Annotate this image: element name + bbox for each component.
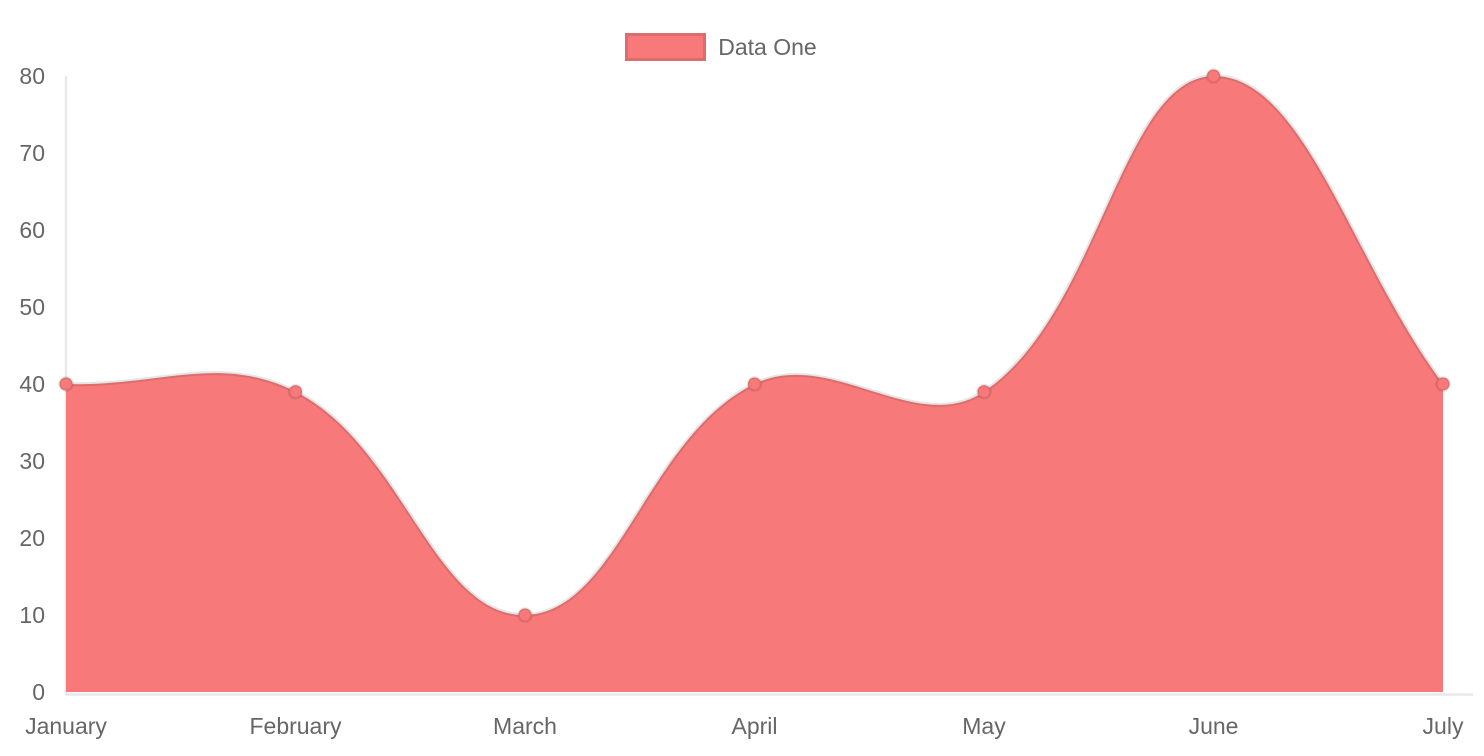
data-point-april[interactable] (746, 376, 763, 392)
legend-swatch (625, 33, 707, 61)
x-tick-label-march: March (493, 713, 557, 739)
y-tick-label-40: 40 (19, 371, 45, 397)
x-tick-label-february: February (249, 713, 342, 739)
data-point-february[interactable] (287, 383, 304, 400)
data-point-june[interactable] (1205, 68, 1222, 84)
y-tick-label-0: 0 (32, 679, 45, 705)
y-tick-label-70: 70 (19, 140, 45, 166)
data-point-march[interactable] (517, 607, 533, 623)
y-tick-label-50: 50 (19, 294, 45, 320)
x-tick-label-july: July (1422, 713, 1464, 739)
legend-label: Data One (718, 33, 817, 60)
data-point-january[interactable] (58, 376, 74, 392)
y-tick-label-20: 20 (19, 525, 45, 551)
x-tick-label-january: January (25, 713, 107, 739)
y-tick-label-10: 10 (19, 602, 45, 628)
y-tick-label-60: 60 (19, 217, 45, 243)
y-tick-label-80: 80 (19, 63, 45, 89)
x-tick-label-june: June (1188, 713, 1239, 739)
data-point-july[interactable] (1435, 376, 1451, 392)
data-point-may[interactable] (976, 383, 992, 400)
x-tick-label-april: April (731, 713, 778, 739)
y-tick-label-30: 30 (19, 448, 45, 474)
legend-item[interactable]: Data One (0, 33, 1484, 61)
data-line (64, 74, 1445, 618)
x-tick-label-may: May (962, 713, 1006, 739)
